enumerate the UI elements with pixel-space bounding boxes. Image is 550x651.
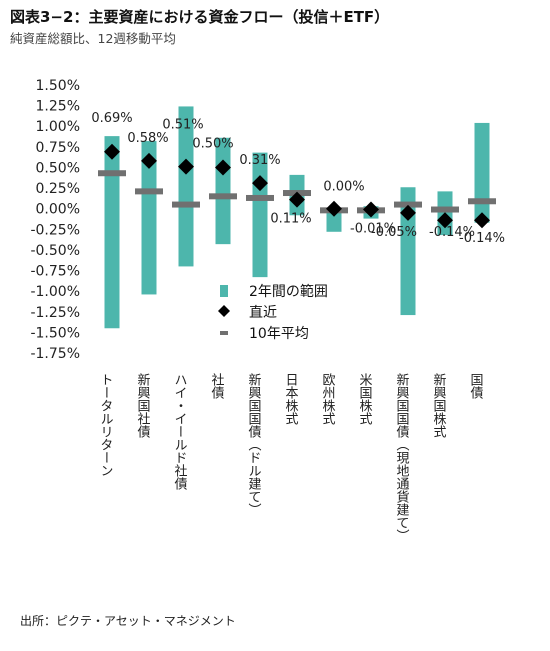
category-label: 日本株式	[283, 373, 299, 425]
chart-title: 図表3−2：主要資産における資金フロー（投信＋ETF）	[10, 8, 390, 26]
category-label: トータルリターン	[98, 373, 113, 477]
y-tick-label: 1.00%	[36, 119, 80, 135]
data-label: 0.11%	[270, 212, 311, 227]
range-bar	[326, 210, 342, 232]
avg-dash	[394, 201, 422, 208]
data-label: 0.31%	[239, 153, 280, 168]
category-label: 米国株式	[357, 373, 373, 425]
y-tick-label: 1.25%	[36, 99, 80, 115]
data-label: 0.51%	[162, 118, 203, 133]
legend-label: 10年平均	[249, 326, 309, 342]
range-bar	[104, 136, 120, 329]
category-label: 新興国国債（現地通貨建て）	[394, 372, 410, 542]
latest-marker	[326, 200, 342, 217]
latest-marker	[474, 212, 490, 229]
avg-dash	[431, 206, 459, 213]
data-label: -0.14%	[429, 225, 475, 240]
data-label: 0.58%	[127, 131, 168, 146]
y-tick-label: -1.75%	[30, 346, 80, 362]
y-tick-label: 1.50%	[36, 78, 80, 94]
latest-marker	[437, 212, 453, 229]
latest-marker	[215, 159, 231, 176]
legend-label: 2年間の範囲	[249, 283, 328, 300]
category-label: 新興国株式	[431, 372, 447, 438]
y-tick-label: -1.00%	[30, 284, 80, 300]
y-tick-label: 0.75%	[36, 140, 80, 156]
legend-latest-swatch	[218, 305, 230, 317]
legend-range-swatch	[220, 285, 228, 297]
range-bar	[400, 187, 416, 316]
avg-dash	[135, 188, 163, 195]
category-label: 社債	[209, 372, 225, 400]
category-label: ハイ・イールド社債	[172, 373, 188, 491]
category-label: 新興国社債	[135, 372, 151, 439]
range-bar	[252, 152, 268, 278]
avg-dash	[246, 194, 274, 201]
data-label: -0.14%	[459, 231, 505, 246]
latest-marker	[141, 152, 157, 169]
source-note: 出所：ピクテ・アセット・マネジメント	[20, 614, 236, 628]
range-bar	[141, 141, 157, 295]
avg-dash	[209, 193, 237, 200]
range-bar	[178, 106, 194, 267]
y-tick-label: 0.50%	[36, 160, 80, 176]
avg-dash	[98, 170, 126, 177]
data-label: 0.00%	[323, 180, 364, 195]
latest-marker	[178, 158, 194, 175]
y-tick-label: 0.25%	[36, 181, 80, 197]
data-label: -0.01%	[350, 222, 396, 237]
data-label: 0.50%	[192, 136, 233, 151]
data-label: 0.69%	[91, 111, 132, 126]
latest-marker	[252, 175, 268, 192]
legend-label: 直近	[249, 304, 277, 321]
y-tick-label: -1.25%	[30, 305, 80, 321]
range-bar	[474, 122, 490, 223]
y-tick-label: -0.50%	[30, 243, 80, 259]
avg-dash	[468, 198, 496, 205]
latest-marker	[400, 204, 416, 221]
latest-marker	[104, 143, 120, 160]
category-label: 国債	[468, 373, 484, 400]
latest-marker	[363, 201, 379, 218]
avg-dash	[172, 201, 200, 208]
y-tick-label: 0.00%	[36, 202, 80, 218]
range-bar	[215, 137, 231, 245]
y-tick-label: -0.25%	[30, 222, 80, 238]
y-tick-label: -1.50%	[30, 325, 80, 341]
chart-subtitle: 純資産総額比、12週移動平均	[10, 31, 176, 46]
category-label: 欧州株式	[320, 373, 336, 425]
data-label: -0.05%	[371, 225, 417, 240]
category-label: 新興国国債（ドル建て）	[246, 372, 262, 516]
y-tick-label: -0.75%	[30, 264, 80, 280]
latest-marker	[289, 191, 305, 208]
legend-avg-swatch	[220, 331, 228, 335]
